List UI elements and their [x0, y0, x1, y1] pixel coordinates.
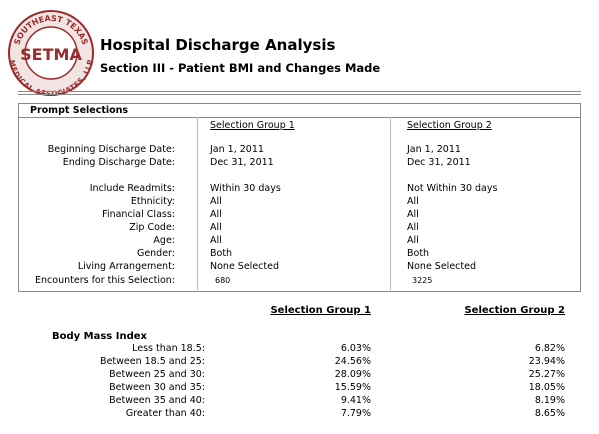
prompt-value: All [407, 222, 419, 233]
bmi-value: 6.82% [534, 343, 565, 354]
prompt-label: Age: [153, 235, 175, 246]
prompt-label: Beginning Discharge Date: [47, 144, 175, 155]
logo-inner [24, 26, 78, 80]
prompt-value: None Selected [210, 261, 279, 272]
prompt-label: Zip Code: [129, 222, 175, 233]
bmi-value: 6.03% [340, 343, 371, 354]
logo-center-text: SETMA [20, 45, 82, 64]
header-rule [18, 91, 581, 95]
bmi-value: 28.09% [334, 369, 371, 380]
prompt-title: Prompt Selections [30, 105, 129, 116]
prompt-label: Ethnicity: [130, 196, 175, 207]
prompt-value: 3225 [412, 276, 433, 285]
prompt-value: Dec 31, 2011 [407, 157, 471, 168]
prompt-value: Within 30 days [210, 183, 281, 194]
prompt-value: All [210, 196, 222, 207]
bmi-value: 8.65% [534, 408, 565, 419]
prompt-value: Both [210, 248, 233, 259]
prompt-box [18, 103, 581, 292]
prompt-label: Living Arrangement: [77, 261, 175, 272]
bmi-value: 9.41% [340, 395, 371, 406]
group-header: Selection Group 1 [210, 120, 295, 131]
prompt-value: All [407, 196, 419, 207]
prompt-label: Ending Discharge Date: [62, 157, 175, 168]
prompt-value: Jan 1, 2011 [407, 144, 461, 155]
column-divider [197, 117, 198, 290]
subtitle: Section III - Patient BMI and Changes Ma… [100, 61, 381, 75]
bmi-section: Body Mass Index [52, 331, 147, 342]
prompt-header-rule [18, 117, 580, 118]
bmi-column-header: Selection Group 1 [270, 305, 371, 316]
column-divider [390, 117, 391, 290]
bmi-value: 8.19% [534, 395, 565, 406]
prompt-value: All [407, 209, 419, 220]
prompt-value: Dec 31, 2011 [210, 157, 274, 168]
prompt-value: Not Within 30 days [407, 183, 498, 194]
prompt-value: Jan 1, 2011 [210, 144, 264, 155]
bmi-label: Between 18.5 and 25: [100, 356, 205, 367]
prompt-value: All [210, 235, 222, 246]
prompt-value: None Selected [407, 261, 476, 272]
bmi-label: Between 25 and 30: [109, 369, 205, 380]
prompt-value: 680 [215, 276, 231, 285]
bmi-value: 25.27% [528, 369, 565, 380]
title: Hospital Discharge Analysis [100, 36, 336, 54]
bmi-value: 15.59% [334, 382, 371, 393]
prompt-label: Encounters for this Selection: [35, 275, 175, 286]
prompt-value: All [407, 235, 419, 246]
bmi-value: 24.56% [334, 356, 371, 367]
bmi-label: Greater than 40: [125, 408, 205, 419]
group-header: Selection Group 2 [407, 120, 492, 131]
prompt-label: Include Readmits: [89, 183, 175, 194]
bmi-label: Between 30 and 35: [109, 382, 205, 393]
logo: SOUTHEAST TEXAS MEDICAL ASSOCIATES, LLP … [8, 10, 94, 98]
bmi-column-header: Selection Group 2 [464, 305, 565, 316]
bmi-value: 23.94% [528, 356, 565, 367]
prompt-label: Gender: [136, 248, 175, 259]
bmi-value: 7.79% [340, 408, 371, 419]
prompt-label: Financial Class: [102, 209, 175, 220]
prompt-value: All [210, 222, 222, 233]
bmi-label: Between 35 and 40: [109, 395, 205, 406]
prompt-value: Both [407, 248, 430, 259]
bmi-label: Less than 18.5: [132, 343, 205, 354]
bmi-value: 18.05% [528, 382, 565, 393]
prompt-value: All [210, 209, 222, 220]
